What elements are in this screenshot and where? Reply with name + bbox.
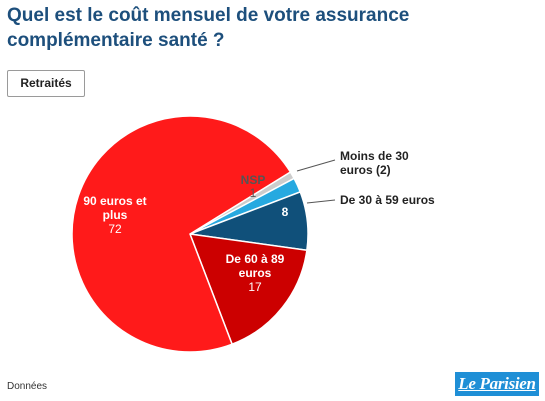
slice-label-2: De 30 à 59 euros bbox=[340, 193, 435, 207]
tab-retraites[interactable]: Retraités bbox=[7, 70, 85, 97]
slice-value-0: 1 bbox=[250, 186, 257, 200]
le-parisien-logo[interactable]: Le Parisien bbox=[455, 372, 539, 396]
slice-value-3: 17 bbox=[248, 280, 262, 294]
pie-slice-4 bbox=[71, 115, 292, 353]
slice-label-4: 90 euros et plus bbox=[83, 194, 146, 222]
slice-label-0: NSP bbox=[241, 173, 266, 187]
slice-label-3: De 60 à 89 euros bbox=[226, 252, 285, 280]
pie-slice-3 bbox=[188, 233, 308, 346]
data-source-label: Données bbox=[7, 381, 48, 392]
chart-title: Quel est le coût mensuel de votre assura… bbox=[7, 5, 410, 51]
leader-line-1 bbox=[296, 159, 336, 172]
leader-line-2 bbox=[306, 199, 336, 204]
slice-value-4: 72 bbox=[108, 222, 122, 236]
slice-value-2: 8 bbox=[282, 205, 289, 219]
slice-label-1: Moins de 30 euros (2) bbox=[340, 149, 409, 177]
